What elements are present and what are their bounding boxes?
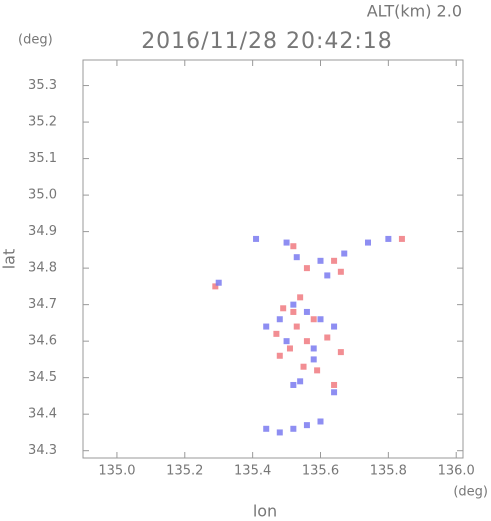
plot-frame bbox=[82, 59, 464, 459]
y-tick-label: 34.3 bbox=[28, 443, 57, 458]
radar-cell bbox=[212, 283, 219, 290]
y-tick-label: 34.7 bbox=[28, 297, 57, 312]
radar-cell bbox=[317, 257, 324, 264]
radar-cell bbox=[283, 338, 290, 345]
radar-cell bbox=[324, 272, 331, 279]
radar-cell bbox=[398, 235, 405, 242]
x-unit: (deg) bbox=[453, 485, 488, 500]
radar-cell bbox=[293, 323, 300, 330]
y-tick-label: 35.2 bbox=[28, 115, 57, 130]
x-tick-label: 135.6 bbox=[302, 464, 339, 479]
radar-cell bbox=[290, 301, 297, 308]
radar-cell bbox=[263, 323, 270, 330]
radar-cell bbox=[276, 429, 283, 436]
radar-cell bbox=[317, 418, 324, 425]
radar-cell bbox=[317, 316, 324, 323]
radar-cell bbox=[253, 235, 260, 242]
radar-cell bbox=[286, 345, 293, 352]
chart-title: 2016/11/28 20:42:18 bbox=[141, 29, 393, 54]
radar-cell bbox=[290, 308, 297, 315]
radar-cell bbox=[331, 381, 338, 388]
y-axis-label: lat bbox=[0, 249, 19, 270]
radar-cell bbox=[331, 257, 338, 264]
x-tick-label: 136.0 bbox=[438, 464, 475, 479]
radar-cell bbox=[337, 349, 344, 356]
radar-cell bbox=[310, 356, 317, 363]
radar-cell bbox=[300, 363, 307, 370]
radar-cell bbox=[331, 389, 338, 396]
y-tick-label: 34.5 bbox=[28, 370, 57, 385]
y-tick-label: 34.9 bbox=[28, 224, 57, 239]
x-tick-label: 135.2 bbox=[166, 464, 203, 479]
radar-cell bbox=[331, 323, 338, 330]
y-unit: (deg) bbox=[18, 33, 53, 48]
radar-cell bbox=[365, 239, 371, 246]
x-tick-label: 135.4 bbox=[234, 464, 271, 479]
x-axis-label: lon bbox=[253, 502, 277, 521]
radar-cell bbox=[276, 352, 283, 359]
radar-cell bbox=[310, 345, 317, 352]
radar-cell bbox=[273, 330, 280, 337]
radar-cell bbox=[303, 422, 310, 429]
radar-cell bbox=[293, 254, 300, 261]
radar-cell bbox=[303, 265, 310, 272]
radar-cell bbox=[290, 243, 297, 250]
y-tick-label: 35.0 bbox=[28, 188, 57, 203]
radar-cell bbox=[310, 316, 317, 323]
altitude-label: ALT(km) 2.0 bbox=[367, 2, 462, 21]
radar-cell bbox=[324, 334, 331, 341]
y-tick-label: 34.8 bbox=[28, 261, 57, 276]
radar-cell bbox=[385, 235, 392, 242]
y-tick-label: 35.3 bbox=[28, 78, 57, 93]
radar-cell bbox=[280, 305, 287, 312]
radar-cell bbox=[263, 425, 270, 432]
x-tick-label: 135.0 bbox=[98, 464, 135, 479]
radar-cell bbox=[290, 381, 297, 388]
y-tick-label: 35.1 bbox=[28, 151, 57, 166]
radar-cell bbox=[290, 425, 297, 432]
x-tick-label: 135.8 bbox=[370, 464, 407, 479]
radar-cell bbox=[297, 378, 304, 385]
radar-cell bbox=[341, 250, 348, 257]
radar-cell bbox=[297, 294, 304, 301]
radar-cell bbox=[276, 316, 283, 323]
radar-cell bbox=[303, 338, 310, 345]
radar-cell bbox=[303, 308, 310, 315]
radar-cell bbox=[337, 268, 344, 275]
y-tick-label: 34.4 bbox=[28, 407, 57, 422]
radar-cell bbox=[283, 239, 290, 246]
radar-cell bbox=[314, 367, 321, 374]
radar-cell bbox=[215, 279, 222, 286]
y-tick-label: 34.6 bbox=[28, 334, 57, 349]
